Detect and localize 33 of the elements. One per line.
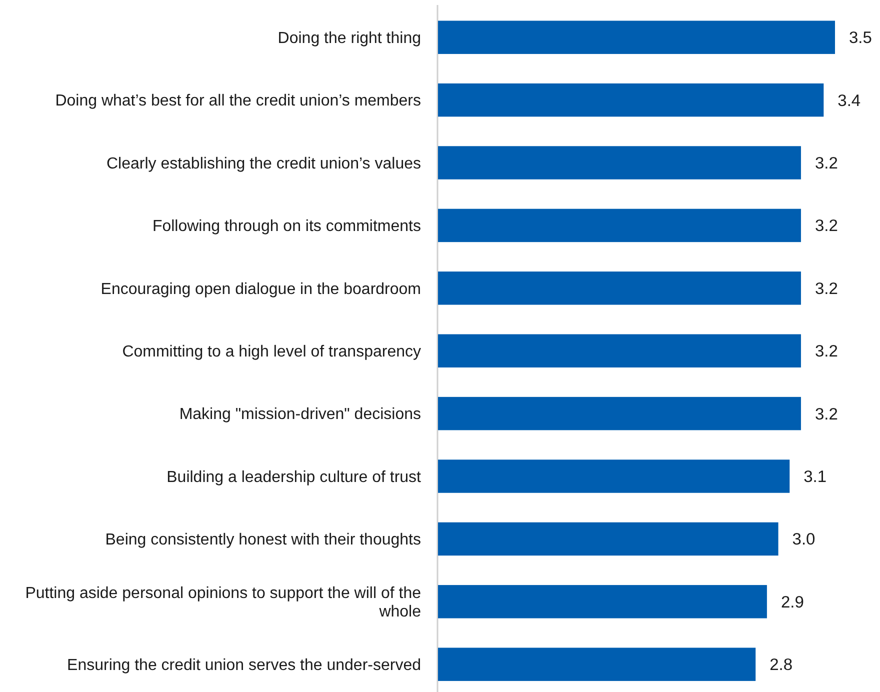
data-label: 2.8 [770, 656, 793, 674]
data-label: 2.9 [780, 593, 804, 612]
y-tick-label: Clearly establishing the credit union’s values [106, 155, 421, 172]
data-label: 3.1 [804, 468, 827, 486]
bar [438, 20, 835, 54]
bar [438, 272, 801, 305]
bar [438, 334, 801, 368]
bar [438, 83, 824, 117]
y-tick-label: Putting aside personal opinions to support the will of the whole [25, 585, 422, 620]
bar [438, 460, 790, 493]
data-label: 3.5 [849, 29, 872, 48]
bar [438, 522, 778, 556]
y-tick-label: Doing what’s best for all the credit union’s members [55, 92, 421, 110]
y-tick-label: Being consistently honest with their thoughts [105, 532, 421, 549]
y-tick-label: Following through on its commitments [152, 218, 421, 236]
y-tick-label: Doing the right thing [278, 30, 421, 47]
bar [438, 146, 801, 180]
y-tick-label: Ensuring the credit union serves the under-served [67, 656, 421, 674]
data-label: 3.2 [814, 280, 838, 298]
bar [438, 396, 801, 430]
y-tick-label: Building a leadership culture of trust [166, 468, 422, 486]
data-label: 3.2 [814, 405, 838, 424]
data-label: 3.2 [814, 342, 838, 361]
y-tick-label: Committing to a high level of transparency [122, 343, 421, 360]
y-tick-label: Making "mission-driven" decisions [179, 406, 421, 424]
bar [438, 648, 756, 681]
data-label: 3.4 [838, 92, 861, 110]
bar [438, 585, 767, 618]
data-label: 3.2 [814, 217, 838, 236]
data-label: 3.2 [814, 154, 838, 173]
y-tick-label: Encouraging open dialogue in the boardroom [100, 280, 421, 298]
bar [438, 208, 801, 242]
data-label: 3.0 [792, 530, 816, 549]
